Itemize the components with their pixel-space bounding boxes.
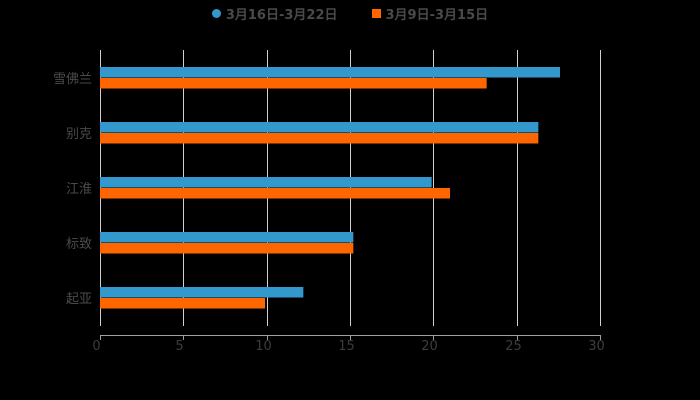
bar-series-2[interactable]	[100, 78, 487, 89]
x-tick-label: 30	[588, 339, 605, 354]
bar-series-2[interactable]	[100, 188, 450, 199]
x-tick-label: 20	[421, 339, 438, 354]
bar-series-1[interactable]	[100, 122, 539, 133]
legend-swatch-square-icon	[371, 8, 381, 18]
category-label: 别克	[66, 127, 92, 142]
category-label: 起亚	[66, 292, 92, 307]
bar-series-1[interactable]	[100, 67, 560, 78]
category-label: 雪佛兰	[53, 72, 92, 87]
bar-series-2[interactable]	[100, 298, 265, 309]
bar-series-2[interactable]	[100, 243, 354, 254]
bar-series-2[interactable]	[100, 133, 539, 144]
x-tick-label: 10	[255, 339, 272, 354]
x-tick-label: 0	[92, 339, 100, 354]
legend-item-series-2[interactable]: 3月9日-3月15日	[371, 4, 489, 23]
category-label: 标致	[66, 237, 92, 252]
legend-label: 3月16日-3月22日	[225, 7, 338, 23]
legend-swatch-circle-icon	[211, 8, 221, 18]
bar-series-1[interactable]	[100, 287, 304, 298]
chart-legend: 3月16日-3月22日 3月9日-3月15日	[0, 4, 700, 23]
bar-series-1[interactable]	[100, 177, 432, 188]
bars	[100, 67, 560, 309]
legend-label: 3月9日-3月15日	[385, 7, 489, 23]
bar-series-1[interactable]	[100, 232, 354, 243]
x-tick-label: 15	[338, 339, 355, 354]
x-tick-label: 5	[175, 339, 183, 354]
x-axis: 0 5 10 15 20 25 30	[92, 335, 605, 354]
legend-item-series-1[interactable]: 3月16日-3月22日	[211, 4, 338, 23]
x-tick-label: 25	[505, 339, 522, 354]
category-label: 江淮	[66, 182, 92, 197]
